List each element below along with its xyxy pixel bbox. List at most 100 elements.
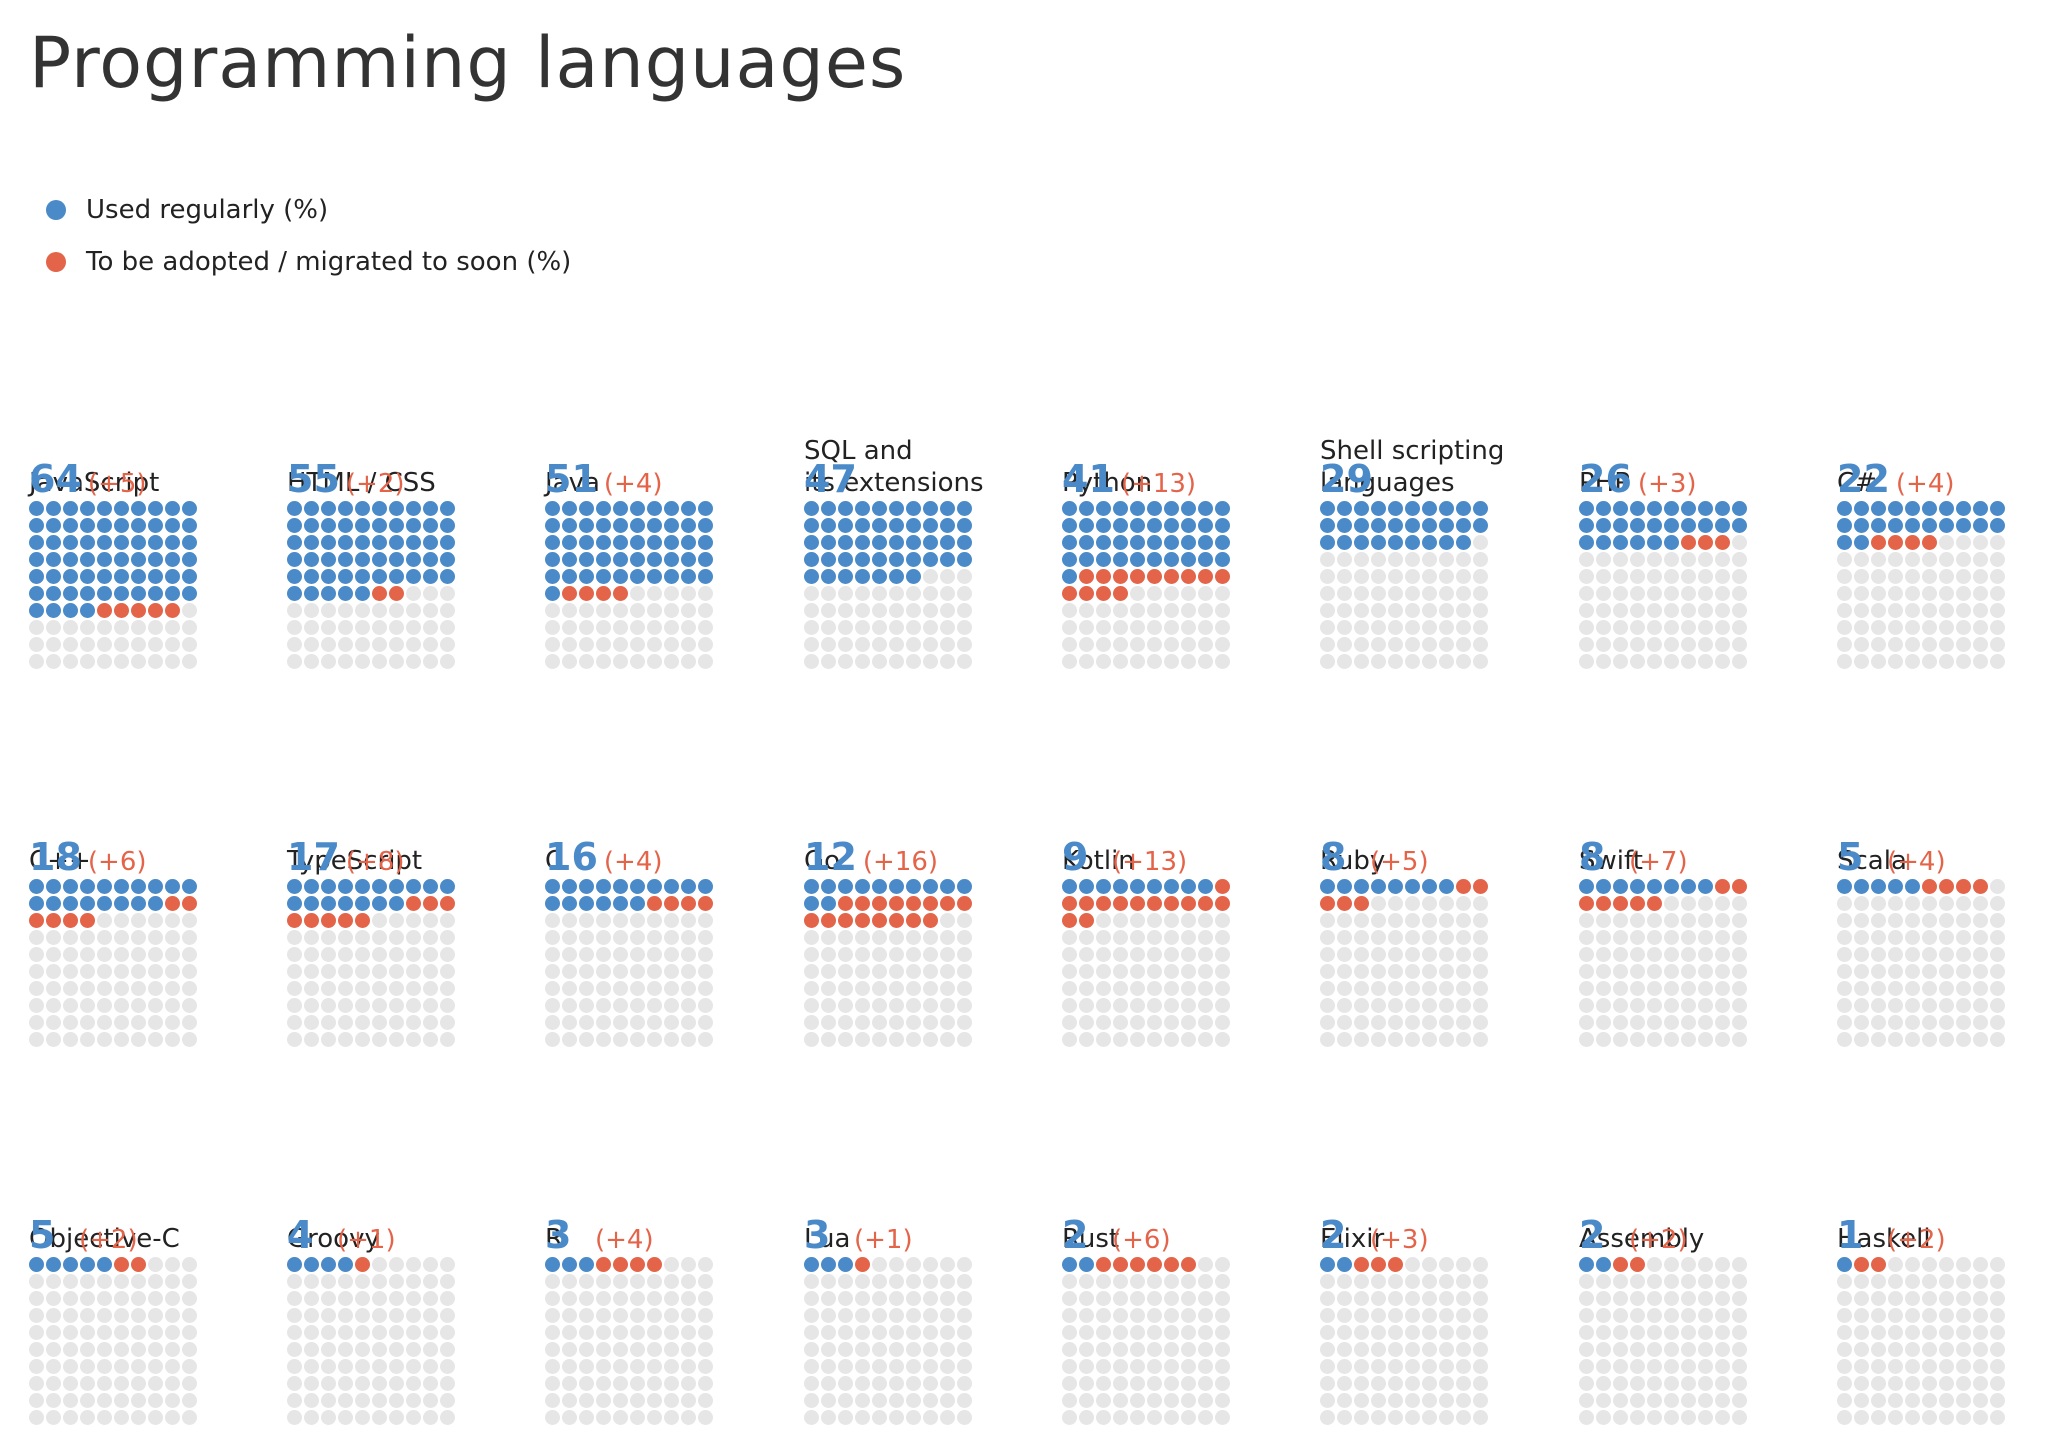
adopt-dot <box>1079 586 1094 601</box>
empty-dot <box>1215 1410 1230 1425</box>
used-dot <box>855 569 870 584</box>
empty-dot <box>872 1032 887 1047</box>
empty-dot <box>1181 947 1196 962</box>
empty-dot <box>579 1015 594 1030</box>
empty-dot <box>1147 1032 1162 1047</box>
empty-dot <box>1939 1308 1954 1323</box>
empty-dot <box>906 1291 921 1306</box>
empty-dot <box>1164 947 1179 962</box>
adopt-dot <box>372 586 387 601</box>
adopt-dot <box>872 913 887 928</box>
used-dot <box>1215 552 1230 567</box>
empty-dot <box>1130 586 1145 601</box>
used-dot <box>838 535 853 550</box>
empty-dot <box>1715 1257 1730 1272</box>
used-dot <box>29 535 44 550</box>
empty-dot <box>1320 637 1335 652</box>
empty-dot <box>1388 1325 1403 1340</box>
empty-dot <box>1579 552 1594 567</box>
empty-dot <box>923 654 938 669</box>
empty-dot <box>1973 947 1988 962</box>
used-dot <box>423 552 438 567</box>
empty-dot <box>1388 620 1403 635</box>
empty-dot <box>1922 964 1937 979</box>
used-dot <box>63 586 78 601</box>
empty-dot <box>406 930 421 945</box>
adopt-dot <box>355 913 370 928</box>
used-dot <box>1198 535 1213 550</box>
empty-dot <box>1647 620 1662 635</box>
empty-dot <box>338 1410 353 1425</box>
empty-dot <box>545 1376 560 1391</box>
empty-dot <box>321 1393 336 1408</box>
empty-dot <box>1456 930 1471 945</box>
empty-dot <box>1732 1015 1747 1030</box>
used-dot <box>1939 501 1954 516</box>
used-dot <box>440 879 455 894</box>
empty-dot <box>389 947 404 962</box>
empty-dot <box>1698 998 1713 1013</box>
empty-dot <box>1630 654 1645 669</box>
empty-dot <box>545 1291 560 1306</box>
adopt-value-label: (+4) <box>1895 469 1955 499</box>
empty-dot <box>1596 603 1611 618</box>
used-dot <box>389 569 404 584</box>
empty-dot <box>389 1393 404 1408</box>
empty-dot <box>1371 896 1386 911</box>
used-dot <box>1337 535 1352 550</box>
empty-dot <box>389 620 404 635</box>
empty-dot <box>406 1342 421 1357</box>
empty-dot <box>1715 654 1730 669</box>
empty-dot <box>1113 620 1128 635</box>
used-dot <box>1837 501 1852 516</box>
adopt-dot <box>1113 586 1128 601</box>
empty-dot <box>1990 1410 2005 1425</box>
adopt-dot <box>1096 569 1111 584</box>
empty-dot <box>1422 1325 1437 1340</box>
empty-dot <box>46 1308 61 1323</box>
empty-dot <box>1698 947 1713 962</box>
adopt-dot <box>1922 535 1937 550</box>
empty-dot <box>372 1291 387 1306</box>
empty-dot <box>681 947 696 962</box>
empty-dot <box>1871 1325 1886 1340</box>
empty-dot <box>1215 1308 1230 1323</box>
empty-dot <box>1922 1257 1937 1272</box>
empty-dot <box>1888 603 1903 618</box>
empty-dot <box>1215 1291 1230 1306</box>
empty-dot <box>630 1032 645 1047</box>
empty-dot <box>1456 913 1471 928</box>
empty-dot <box>1579 913 1594 928</box>
empty-dot <box>338 1376 353 1391</box>
empty-dot <box>440 586 455 601</box>
adopt-dot <box>1456 879 1471 894</box>
empty-dot <box>1698 1325 1713 1340</box>
used-dot <box>1113 518 1128 533</box>
empty-dot <box>1405 1257 1420 1272</box>
empty-dot <box>182 654 197 669</box>
empty-dot <box>1456 1376 1471 1391</box>
empty-dot <box>940 1015 955 1030</box>
empty-dot <box>80 637 95 652</box>
empty-dot <box>1681 1032 1696 1047</box>
used-dot <box>698 552 713 567</box>
empty-dot <box>821 998 836 1013</box>
empty-dot <box>923 998 938 1013</box>
used-value-label: 16 <box>545 835 598 879</box>
empty-dot <box>1181 620 1196 635</box>
empty-dot <box>545 930 560 945</box>
empty-dot <box>29 1274 44 1289</box>
empty-dot <box>1320 1359 1335 1374</box>
adopt-dot <box>1732 879 1747 894</box>
empty-dot <box>80 1342 95 1357</box>
empty-dot <box>1422 637 1437 652</box>
empty-dot <box>46 1015 61 1030</box>
used-dot <box>1630 879 1645 894</box>
empty-dot <box>1990 896 2005 911</box>
empty-dot <box>1354 1032 1369 1047</box>
empty-dot <box>1371 1274 1386 1289</box>
empty-dot <box>148 1359 163 1374</box>
empty-dot <box>1473 603 1488 618</box>
empty-dot <box>1456 620 1471 635</box>
used-dot <box>1922 518 1937 533</box>
